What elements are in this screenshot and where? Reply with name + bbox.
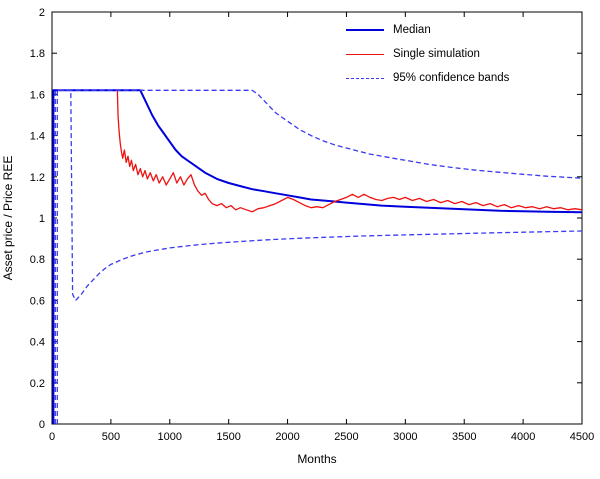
series-median	[52, 89, 583, 424]
legend-label-confidence-bands: 95% confidence bands	[393, 72, 510, 84]
legend-item-single-simulation: Single simulation	[346, 42, 509, 66]
legend-label-single-simulation: Single simulation	[393, 48, 480, 60]
y-tick-label: 0.4	[30, 337, 45, 349]
y-tick-label: 2	[39, 7, 45, 19]
x-tick-label: 1500	[216, 431, 240, 443]
single-simulation-line-sample	[346, 53, 384, 55]
series-95-confidence-band-upper	[56, 89, 583, 424]
confidence-bands-line-sample	[346, 77, 384, 79]
y-tick-label: 0	[39, 419, 45, 431]
y-tick-label: 1.8	[30, 48, 45, 60]
legend-label-median: Median	[393, 24, 431, 36]
x-tick-label: 2500	[334, 431, 358, 443]
legend-item-median: Median	[346, 18, 509, 42]
x-axis-label: Months	[297, 452, 336, 466]
y-tick-label: 1	[39, 213, 45, 225]
legend-item-confidence-bands: 95% confidence bands	[346, 66, 509, 90]
y-tick-label: 1.4	[30, 131, 45, 143]
x-tick-label: 3000	[393, 431, 417, 443]
series-95-confidence-band-lower	[54, 89, 583, 424]
y-tick-label: 0.6	[30, 295, 45, 307]
x-tick-label: 2000	[275, 431, 299, 443]
y-tick-label: 1.6	[30, 89, 45, 101]
y-tick-label: 1.2	[30, 172, 45, 184]
x-tick-label: 4000	[511, 431, 535, 443]
legend: Median Single simulation 95% confidence …	[346, 18, 510, 90]
median-line-sample	[346, 29, 384, 31]
y-axis-label: Asset price / Price REE	[1, 156, 15, 281]
x-tick-label: 0	[49, 431, 55, 443]
x-tick-label: 500	[102, 431, 120, 443]
x-tick-label: 4500	[570, 431, 594, 443]
series-single-simulation	[116, 90, 583, 213]
x-tick-label: 3500	[452, 431, 476, 443]
y-tick-label: 0.8	[30, 254, 45, 266]
x-tick-label: 1000	[158, 431, 182, 443]
y-tick-label: 0.2	[30, 378, 45, 390]
